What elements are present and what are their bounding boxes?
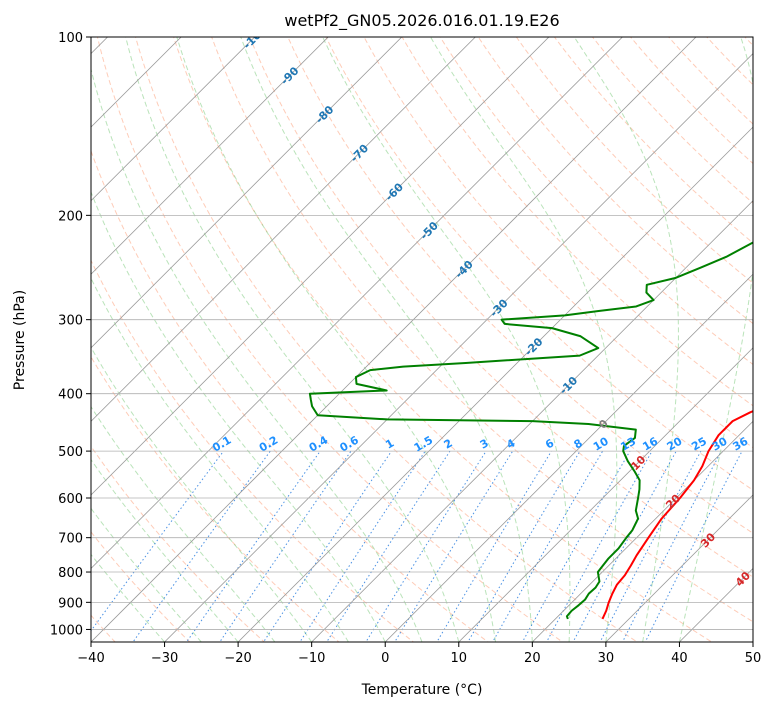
isotherm: [311, 200, 753, 642]
x-tick-label: 20: [524, 651, 541, 666]
dry-adiabat: [173, 37, 713, 642]
moist-adiabat: [91, 458, 239, 642]
moist-adiabat: [91, 190, 386, 642]
dry-adiabat: [211, 37, 753, 623]
moist-adiabat: [91, 67, 423, 642]
isotherm: [91, 37, 476, 422]
isotherm: [531, 420, 753, 642]
isotherm: [237, 126, 753, 642]
isotherm: [458, 347, 753, 642]
moist-adiabat: [125, 37, 460, 642]
dry-adiabat: [401, 37, 753, 407]
moist-adiabat: [678, 37, 753, 642]
x-tick-label: 30: [598, 651, 615, 666]
dry-adiabat: [477, 37, 753, 325]
y-tick-label: 800: [58, 566, 83, 581]
x-tick-label: −20: [224, 651, 251, 666]
dry-adiabat: [363, 37, 753, 449]
isotherm: [91, 37, 329, 275]
moist-adiabat: [240, 37, 533, 642]
dry-adiabat: [91, 531, 191, 642]
plot-frame: [90, 36, 754, 643]
axes: −40 −30 −20 −10 0 10 20 30 40 50 100 200 300 400 500 60…: [50, 31, 761, 666]
y-tick-label: 700: [58, 532, 83, 547]
isotherm: [91, 37, 256, 202]
moist-adiabat: [176, 37, 497, 642]
y-tick-label: 1000: [50, 623, 83, 638]
pressure-grid: [91, 37, 753, 630]
x-tick-label: −40: [77, 651, 104, 666]
x-tick-label: 40: [671, 651, 688, 666]
dry-adiabat: [287, 37, 753, 534]
temperature-profile: [601, 410, 753, 620]
isotherm: [91, 37, 697, 642]
isotherm: [91, 37, 403, 349]
dewpoint-profile: [308, 241, 753, 620]
x-tick-label: 50: [745, 651, 762, 666]
isotherm: [91, 37, 624, 570]
moist-adiabat: [91, 405, 276, 642]
y-tick-label: 200: [58, 209, 83, 224]
y-tick-label: 600: [58, 492, 83, 507]
y-tick-label: 300: [58, 314, 83, 329]
dry-adiabat: [91, 259, 415, 642]
dry-adiabat: [134, 37, 639, 642]
isotherm: [384, 273, 753, 642]
x-tick-label: 10: [451, 651, 468, 666]
y-axis-label: Pressure (hPa): [12, 290, 28, 390]
isotherm: [91, 37, 550, 496]
x-tick-label: −30: [151, 651, 178, 666]
dry-adiabat: [249, 37, 753, 578]
y-tick-label: 900: [58, 596, 83, 611]
moist-adiabat: [91, 277, 349, 642]
dry-adiabat: [96, 37, 564, 642]
y-tick-label: 100: [58, 31, 83, 46]
x-tick-label: −10: [298, 651, 325, 666]
x-axis-label: Temperature (°C): [361, 682, 483, 698]
dry-adiabat: [91, 445, 266, 642]
x-tick-label: 0: [381, 651, 389, 666]
isotherm: [163, 52, 753, 642]
moist-adiabat: [573, 37, 679, 642]
moist-adiabat: [322, 37, 571, 642]
sounding-profiles: [308, 241, 753, 620]
isotherm: [605, 494, 753, 642]
y-tick-label: 500: [58, 445, 83, 460]
dry-adiabat: [91, 355, 340, 642]
chart-title: wetPf2_GN05.2026.016.01.19.E26: [284, 11, 559, 31]
y-tick-label: 400: [58, 388, 83, 403]
